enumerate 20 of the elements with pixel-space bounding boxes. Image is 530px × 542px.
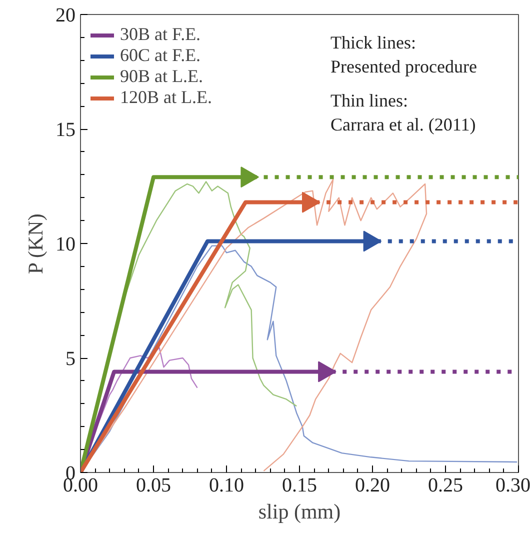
- legend-label: 120B at L.E.: [120, 87, 212, 108]
- annotation: Thin lines:: [330, 90, 408, 110]
- y-axis-title: P (KN): [24, 214, 48, 274]
- x-tick-label: 0.05: [136, 474, 171, 496]
- legend-label: 60C at F.E.: [120, 45, 201, 66]
- x-tick-label: 0.25: [428, 474, 463, 496]
- x-tick-label: 0.30: [496, 474, 530, 496]
- x-tick-label: 0.20: [355, 474, 390, 496]
- annotation: Thick lines:: [330, 32, 416, 52]
- x-tick-label: 0.10: [209, 474, 244, 496]
- legend-label: 90B at L.E.: [120, 66, 203, 87]
- x-axis-title: slip (mm): [258, 500, 341, 524]
- legend-label: 30B at F.E.: [120, 24, 201, 45]
- annotation: Presented procedure: [330, 56, 477, 76]
- y-tick-label: 15: [56, 119, 76, 141]
- y-tick-label: 5: [66, 348, 76, 370]
- y-tick-label: 20: [56, 4, 76, 26]
- annotation: Carrara et al. (2011): [330, 114, 476, 134]
- x-tick-label: 0.15: [282, 474, 317, 496]
- y-tick-label: 10: [56, 234, 76, 256]
